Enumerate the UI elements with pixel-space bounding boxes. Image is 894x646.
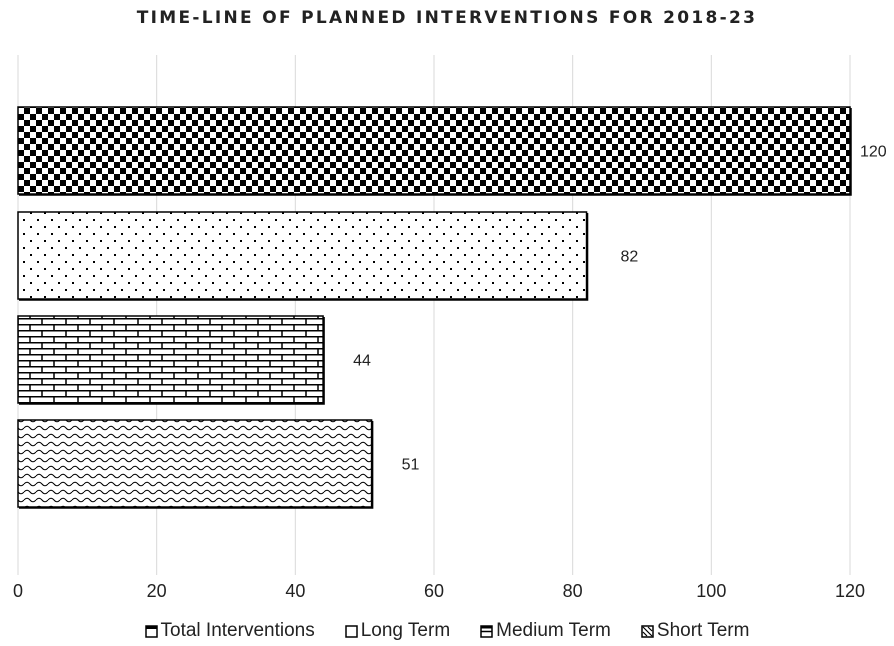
- legend-item-long-term: Long Term: [344, 620, 451, 642]
- x-tick-label: 100: [696, 581, 726, 601]
- data-label: 82: [621, 249, 639, 266]
- legend: Total Interventions Long Term Medium Term S…: [0, 620, 894, 642]
- data-label: 120: [860, 144, 887, 161]
- x-tick-label: 40: [285, 581, 305, 601]
- chart-title: TIME-LINE OF PLANNED INTERVENTIONS FOR 2…: [136, 8, 758, 28]
- bar-total-interventions: [17, 106, 851, 195]
- legend-item-medium-term: Medium Term: [480, 620, 611, 642]
- data-labels: 120 82 44 51: [353, 144, 887, 474]
- legend-label: Total Interventions: [160, 620, 315, 641]
- legend-swatch: [344, 624, 358, 638]
- bars: [17, 106, 852, 509]
- legend-label: Medium Term: [496, 620, 611, 641]
- bar-short-term: [17, 419, 373, 508]
- x-axis-ticks: 0 20 40 60 80 100 120: [13, 581, 865, 601]
- data-label: 51: [402, 457, 420, 474]
- bar-long-term: [17, 211, 588, 300]
- legend-item-short-term: Short Term: [641, 620, 750, 642]
- legend-swatch: [144, 624, 158, 638]
- legend-swatch: [480, 624, 493, 638]
- bar-edge: [19, 213, 589, 301]
- legend-label: Long Term: [360, 620, 451, 641]
- bar-medium-term: [17, 315, 324, 404]
- legend-swatch: [641, 624, 654, 638]
- legend-item-total-interventions: Total Interventions: [144, 620, 315, 642]
- bar-edge: [19, 421, 374, 509]
- x-tick-label: 0: [13, 581, 23, 601]
- x-tick-label: 80: [563, 581, 583, 601]
- x-tick-label: 60: [424, 581, 444, 601]
- bar-edge: [19, 108, 852, 196]
- legend-label: Short Term: [656, 620, 750, 641]
- bar-edge: [19, 317, 325, 405]
- data-label: 44: [353, 353, 371, 370]
- x-tick-label: 120: [835, 581, 865, 601]
- x-tick-label: 20: [147, 581, 167, 601]
